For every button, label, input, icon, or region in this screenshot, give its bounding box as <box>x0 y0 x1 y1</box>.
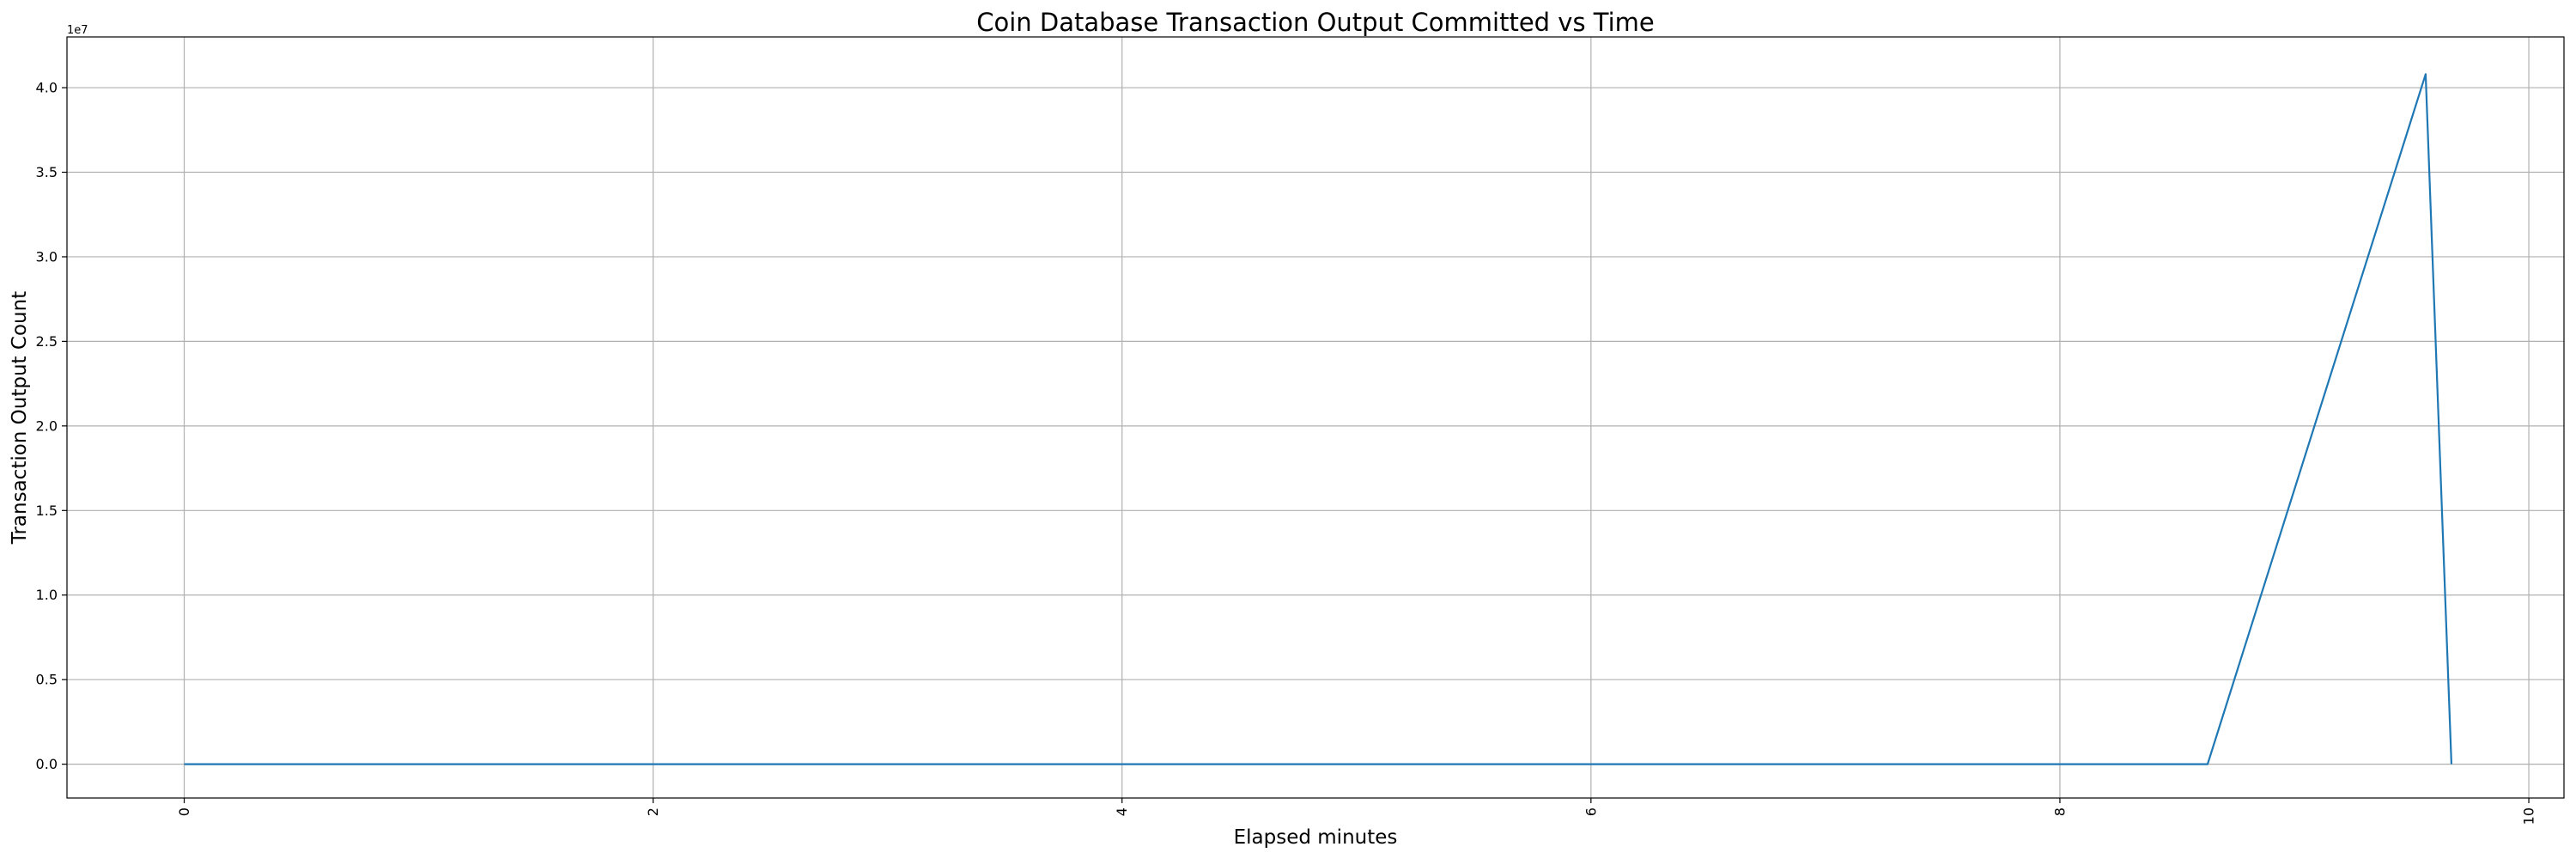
series-layer <box>184 73 2453 765</box>
y-axis-ticks: 0.0 0.5 1.0 1.5 2.0 2.5 3.0 3.5 4.0 <box>36 80 67 772</box>
y-tick-label: 3.5 <box>36 164 58 180</box>
y-tick-label: 1.5 <box>36 503 58 519</box>
y-tick-label: 3.0 <box>36 248 58 265</box>
x-axis-ticks: 0 2 4 6 8 10 <box>176 798 2537 825</box>
y-tick-label: 0.0 <box>36 756 58 772</box>
x-tick-label: 6 <box>1583 807 1599 816</box>
x-axis-label: Elapsed minutes <box>1234 826 1398 849</box>
x-tick-label: 2 <box>645 807 661 816</box>
y-tick-label: 0.5 <box>36 672 58 688</box>
x-tick-label: 4 <box>1114 807 1130 816</box>
grid <box>67 37 2564 798</box>
y-tick-label: 2.5 <box>36 333 58 350</box>
x-tick-label: 10 <box>2521 807 2537 825</box>
x-tick-label: 8 <box>2051 807 2068 816</box>
y-axis-offset-label: 1e7 <box>67 24 88 37</box>
y-tick-label: 2.0 <box>36 417 58 434</box>
plot-frame <box>66 36 2565 799</box>
chart-title: Coin Database Transaction Output Committ… <box>976 8 1655 37</box>
y-tick-label: 4.0 <box>36 80 58 96</box>
y-tick-label: 1.0 <box>36 587 58 603</box>
x-tick-label: 0 <box>176 807 192 816</box>
series-line <box>184 73 2453 765</box>
y-axis-label: Transaction Output Count <box>9 291 31 545</box>
